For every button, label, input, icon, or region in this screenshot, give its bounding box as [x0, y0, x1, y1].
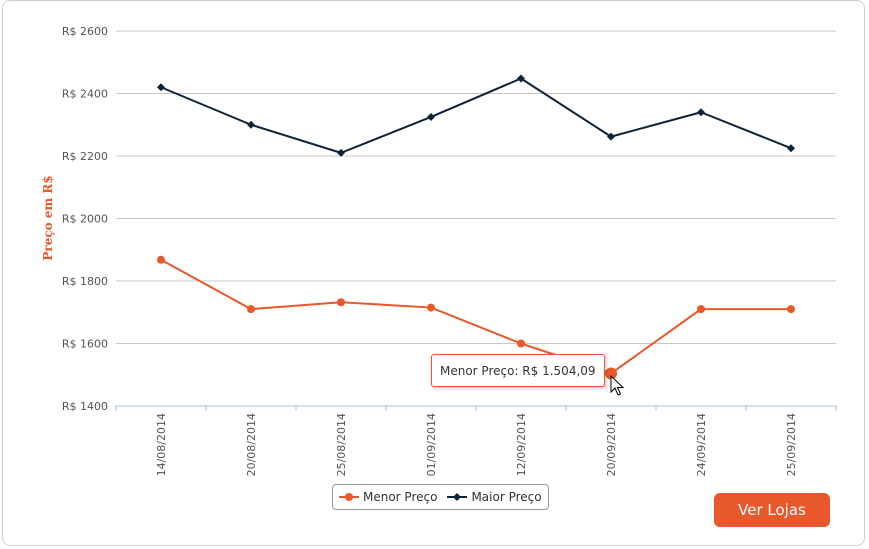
data-point-menor-preco — [517, 339, 525, 348]
x-tick-label: 25/09/2014 — [785, 413, 798, 476]
x-tick-label: 12/09/2014 — [515, 413, 528, 476]
data-point-maior-preco — [247, 120, 255, 129]
data-point-maior-preco — [337, 148, 345, 157]
x-tick-label: 25/08/2014 — [335, 413, 348, 476]
y-tick-label: R$ 1400 — [62, 400, 108, 413]
data-point-menor-preco — [157, 255, 165, 264]
data-point-tooltip: Menor Preço: R$ 1.504,09 — [431, 354, 605, 387]
ver-lojas-button[interactable]: Ver Lojas — [714, 493, 830, 527]
data-point-menor-preco — [697, 305, 705, 314]
y-tick-label: R$ 1800 — [62, 275, 108, 288]
legend-circle-marker-icon — [339, 493, 359, 501]
legend-label-menor-preco: Menor Preço — [363, 490, 438, 504]
data-point-maior-preco — [157, 83, 165, 92]
data-point-menor-preco — [337, 298, 345, 307]
x-tick-label: 24/09/2014 — [695, 413, 708, 476]
data-point-menor-preco — [427, 303, 435, 312]
legend-item-maior-preco[interactable]: Maior Preço — [447, 490, 542, 504]
data-point-maior-preco — [697, 108, 705, 117]
series-line-menor-preco — [160, 258, 791, 375]
data-point-maior-preco — [517, 74, 525, 83]
legend-item-menor-preco[interactable]: Menor Preço — [339, 490, 437, 504]
y-tick-label: R$ 2400 — [62, 88, 108, 101]
x-tick-label: 14/08/2014 — [155, 413, 168, 476]
data-point-menor-preco — [605, 367, 617, 380]
data-point-menor-preco — [787, 305, 795, 314]
y-tick-label: R$ 1600 — [62, 338, 108, 351]
legend-diamond-marker-icon — [447, 493, 468, 501]
x-tick-label: 20/09/2014 — [605, 413, 618, 476]
y-tick-label: R$ 2600 — [62, 25, 108, 38]
tooltip-text: Menor Preço: R$ 1.504,09 — [440, 363, 596, 378]
x-tick-label: 20/08/2014 — [245, 413, 258, 476]
data-point-maior-preco — [607, 132, 615, 141]
data-point-menor-preco — [247, 305, 255, 314]
x-tick-label: 01/09/2014 — [425, 413, 438, 476]
y-axis-label: Preço em R$ — [41, 175, 55, 260]
y-tick-label: R$ 2200 — [62, 150, 108, 163]
chart-legend: Menor Preço Maior Preço — [332, 484, 549, 510]
mouse-pointer-icon — [610, 375, 624, 396]
series-line-maior-preco — [160, 77, 792, 154]
data-point-maior-preco — [787, 144, 795, 153]
y-tick-label: R$ 2000 — [62, 213, 108, 226]
legend-label-maior-preco: Maior Preço — [471, 490, 542, 504]
data-point-maior-preco — [427, 112, 435, 121]
